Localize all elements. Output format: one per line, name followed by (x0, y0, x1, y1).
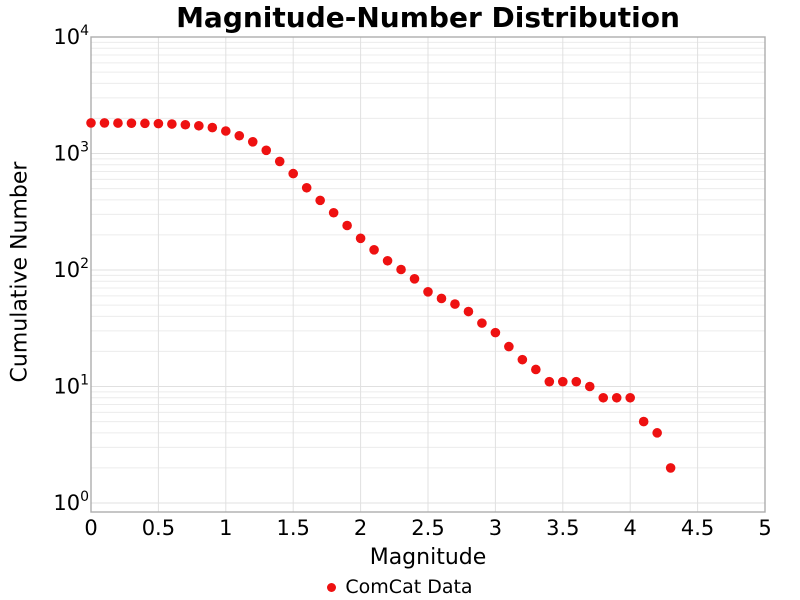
y-tick-label: 101 (53, 373, 89, 399)
x-tick-label: 2 (354, 516, 367, 540)
data-point (638, 416, 649, 427)
data-point (234, 130, 245, 141)
x-axis-label: Magnitude (369, 545, 487, 570)
data-point (301, 182, 312, 193)
data-point (517, 354, 528, 365)
x-tick-label: 1.5 (276, 516, 309, 540)
data-point (194, 120, 204, 131)
data-point (261, 145, 272, 156)
data-point (409, 274, 420, 284)
x-tick-label: 3.5 (546, 516, 579, 540)
data-point (396, 264, 406, 275)
y-axis-label: Cumulative Number (7, 161, 33, 383)
data-point (288, 168, 299, 179)
data-point (153, 118, 164, 129)
data-point (207, 122, 218, 133)
data-point (463, 306, 474, 317)
data-point (99, 118, 110, 128)
data-point (315, 195, 325, 206)
x-tick-label: 1 (219, 516, 232, 540)
x-tick-label: 0 (84, 516, 97, 540)
data-point (355, 233, 366, 244)
data-point (490, 327, 501, 338)
x-tick-label: 5 (758, 516, 771, 540)
data-point (611, 392, 622, 403)
y-tick-label: 100 (53, 489, 89, 515)
data-point (665, 463, 676, 473)
data-point (625, 392, 635, 403)
data-point (477, 318, 487, 328)
x-tick-label: 0.5 (142, 516, 175, 540)
data-point (652, 428, 662, 438)
data-point (221, 126, 231, 136)
data-point (274, 156, 285, 167)
data-point (423, 286, 433, 297)
data-point (180, 119, 191, 130)
data-point (247, 137, 258, 147)
data-point (531, 364, 541, 375)
data-point (167, 119, 177, 129)
data-point (382, 255, 393, 266)
y-tick-label: 104 (53, 23, 89, 49)
chart-title: Magnitude-Number Distribution (176, 1, 680, 34)
legend-series-label: ComCat Data (345, 576, 473, 598)
legend: ComCat Data (0, 576, 800, 598)
y-tick-label: 102 (53, 256, 89, 282)
data-point (369, 245, 379, 255)
data-point (86, 118, 96, 128)
data-point (504, 341, 514, 352)
data-point (450, 299, 460, 309)
data-point (126, 118, 137, 129)
data-point (571, 376, 582, 387)
data-point (140, 118, 150, 129)
data-point (113, 118, 123, 128)
data-point (584, 381, 595, 392)
data-point (342, 220, 352, 231)
x-tick-label: 2.5 (411, 516, 444, 540)
plot-border (90, 36, 766, 513)
data-point (598, 392, 609, 403)
data-point (558, 376, 568, 387)
legend-marker-dot-icon (327, 582, 337, 592)
data-point (328, 207, 339, 218)
x-tick-label: 3 (489, 516, 502, 540)
data-point (544, 376, 555, 387)
data-point (436, 293, 447, 304)
y-tick-label: 103 (53, 140, 89, 166)
x-tick-label: 4.5 (681, 516, 714, 540)
x-tick-label: 4 (624, 516, 637, 540)
